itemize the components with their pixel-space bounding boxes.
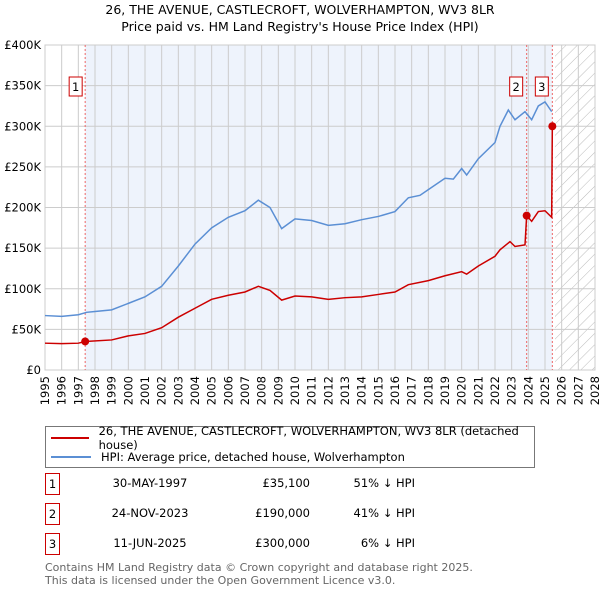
sale-point xyxy=(548,122,557,131)
footer-line-2: This data is licensed under the Open Gov… xyxy=(45,574,396,587)
x-tick-label: 2016 xyxy=(388,376,402,405)
legend-label: 26, THE AVENUE, CASTLECROFT, WOLVERHAMPT… xyxy=(98,424,519,452)
sale-price: £190,000 xyxy=(255,506,310,520)
sale-badge-label: 2 xyxy=(513,80,520,94)
sale-hpi-diff: 6% ↓ HPI xyxy=(360,536,415,550)
x-tick-label: 1995 xyxy=(38,376,52,405)
x-tick-label: 2019 xyxy=(438,376,452,405)
sale-row: 1 30-MAY-1997 £35,100 51% ↓ HPI xyxy=(45,473,545,495)
sale-date: 30-MAY-1997 xyxy=(112,476,188,490)
legend-item-hpi: HPI: Average price, detached house, Wolv… xyxy=(51,448,405,466)
x-tick-label: 2028 xyxy=(588,376,600,405)
legend-red-line xyxy=(51,437,89,439)
legend-label: HPI: Average price, detached house, Wolv… xyxy=(101,450,405,464)
x-tick-label: 1999 xyxy=(105,376,119,405)
y-tick-label: £350K xyxy=(4,79,41,93)
x-tick-label: 2005 xyxy=(205,376,219,405)
x-tick-label: 2004 xyxy=(188,376,202,405)
y-tick-label: £0 xyxy=(26,363,41,377)
sale-row: 2 24-NOV-2023 £190,000 41% ↓ HPI xyxy=(45,503,545,525)
x-tick-label: 2027 xyxy=(571,376,585,405)
sale-date: 11-JUN-2025 xyxy=(113,536,187,550)
plot-border xyxy=(44,44,596,371)
x-tick-label: 2002 xyxy=(155,376,169,405)
plot-area: 1995 1996 1997 1998 1999 2000 2001 2002 2003 2004… xyxy=(4,38,600,405)
footer-line-1: Contains HM Land Registry data © Crown c… xyxy=(45,561,473,574)
sale-date: 24-NOV-2023 xyxy=(111,506,189,520)
chart-subtitle: Price paid vs. HM Land Registry's House … xyxy=(121,19,479,34)
sale-badge xyxy=(534,76,549,97)
legend-blue-line xyxy=(51,456,91,458)
y-tick-label: £250K xyxy=(4,160,41,174)
sale-badge-label: 3 xyxy=(538,80,545,94)
sale-badge: 3 xyxy=(45,533,60,555)
x-tick-label: 1996 xyxy=(55,376,69,405)
sale-hpi-diff: 51% ↓ HPI xyxy=(353,476,415,490)
y-tick-label: £150K xyxy=(4,241,41,255)
sale-point xyxy=(81,337,90,346)
x-tick-label: 2015 xyxy=(371,376,385,405)
x-tick-label: 2008 xyxy=(255,376,269,405)
x-tick-label: 2001 xyxy=(138,376,152,405)
x-tick-label: 1998 xyxy=(88,376,102,405)
series-line xyxy=(44,100,553,318)
x-tick-label: 2023 xyxy=(505,376,519,405)
x-tick-label: 2006 xyxy=(221,376,235,405)
sale-row: 3 11-JUN-2025 £300,000 6% ↓ HPI xyxy=(45,533,545,555)
x-tick-label: 1997 xyxy=(71,376,85,405)
legend-item-property: 26, THE AVENUE, CASTLECROFT, WOLVERHAMPT… xyxy=(51,424,534,452)
chart-title: 26, THE AVENUE, CASTLECROFT, WOLVERHAMPT… xyxy=(105,2,495,17)
x-tick-label: 2026 xyxy=(555,376,569,405)
sale-badge: 1 xyxy=(45,473,60,495)
sale-hpi-diff: 41% ↓ HPI xyxy=(353,506,415,520)
series-line xyxy=(44,126,554,345)
x-tick-label: 2024 xyxy=(521,376,535,405)
x-tick-label: 2021 xyxy=(471,376,485,405)
y-tick-label: £100K xyxy=(4,282,41,296)
x-tick-label: 2022 xyxy=(488,376,502,405)
x-tick-label: 2012 xyxy=(321,376,335,405)
y-tick-label: £50K xyxy=(12,322,42,336)
x-tick-label: 2017 xyxy=(405,376,419,405)
sale-badge: 2 xyxy=(45,503,60,525)
x-tick-label: 2000 xyxy=(121,376,135,405)
x-tick-label: 2025 xyxy=(538,376,552,405)
x-tick-label: 2009 xyxy=(271,376,285,405)
x-tick-label: 2014 xyxy=(355,376,369,405)
x-tick-label: 2018 xyxy=(421,376,435,405)
x-tick-label: 2003 xyxy=(171,376,185,405)
x-tick-label: 2007 xyxy=(238,376,252,405)
x-tick-label: 2010 xyxy=(288,376,302,405)
x-tick-label: 2011 xyxy=(305,376,319,405)
sale-price: £300,000 xyxy=(255,536,310,550)
sale-badge xyxy=(68,76,83,97)
sale-point xyxy=(522,211,531,220)
legend: 26, THE AVENUE, CASTLECROFT, WOLVERHAMPT… xyxy=(45,424,535,468)
y-tick-label: £300K xyxy=(4,119,41,133)
sale-badge xyxy=(509,76,524,97)
x-tick-label: 2020 xyxy=(455,376,469,405)
sale-badge-label: 1 xyxy=(72,80,79,94)
sale-price: £35,100 xyxy=(262,476,310,490)
y-tick-label: £400K xyxy=(4,38,41,52)
y-tick-label: £200K xyxy=(4,201,41,215)
x-tick-label: 2013 xyxy=(338,376,352,405)
